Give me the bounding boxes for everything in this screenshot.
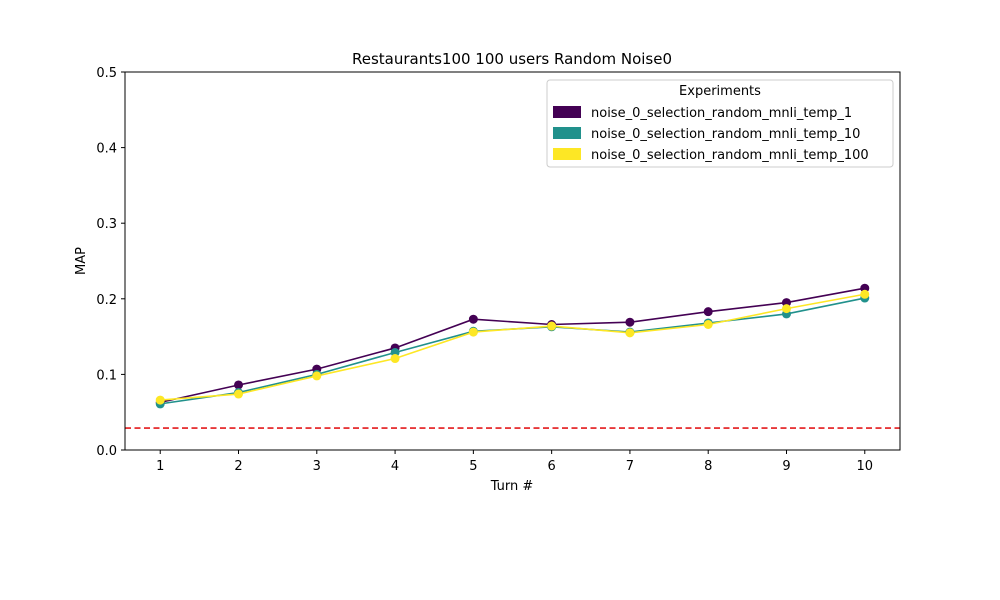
y-axis-label: MAP xyxy=(74,247,89,275)
series-1-point xyxy=(234,380,244,390)
x-tick-label: 6 xyxy=(548,459,556,474)
chart-title: Restaurants100 100 users Random Noise0 xyxy=(352,50,672,68)
series-3-point xyxy=(625,328,635,338)
legend-title: Experiments xyxy=(679,84,761,99)
x-tick-label: 2 xyxy=(234,459,242,474)
x-tick-label: 5 xyxy=(469,459,477,474)
series-3-point xyxy=(390,354,400,364)
y-tick-label: 0.5 xyxy=(96,66,117,81)
x-tick-label: 8 xyxy=(704,459,712,474)
x-tick-label: 10 xyxy=(856,459,873,474)
plot-area: 1 2 3 4 5 6 7 8 9 10 0.0 0.1 0.2 0.3 0.4 0.5 xyxy=(96,66,901,474)
x-tick-label: 1 xyxy=(156,459,164,474)
y-tick-label: 0.0 xyxy=(96,444,117,459)
series-line-1 xyxy=(160,287,865,404)
x-tick-label: 3 xyxy=(313,459,321,474)
legend-entry: noise_0_selection_random_mnli_temp_1 xyxy=(591,106,852,121)
x-tick-label: 7 xyxy=(626,459,634,474)
axes-frame xyxy=(124,71,901,451)
legend-swatch xyxy=(553,106,581,118)
x-tick-label: 4 xyxy=(391,459,399,474)
y-tick-label: 0.2 xyxy=(96,293,117,308)
series-3-point xyxy=(547,321,557,331)
series-3-point xyxy=(781,304,791,314)
series-3-point xyxy=(468,327,478,337)
series-1-point xyxy=(703,307,713,317)
series-1-point xyxy=(468,314,478,324)
series-1-point xyxy=(625,317,635,327)
y-tick-label: 0.4 xyxy=(96,142,117,157)
series-3-point xyxy=(234,389,244,399)
legend: Experiments noise_0_selection_random_mnli… xyxy=(546,79,894,168)
legend-swatch xyxy=(553,148,581,160)
legend-box xyxy=(546,79,894,168)
y-tick-label: 0.1 xyxy=(96,368,117,383)
x-axis-label: Turn # xyxy=(490,479,534,494)
series-3-point xyxy=(312,371,322,381)
legend-entry: noise_0_selection_random_mnli_temp_100 xyxy=(591,148,869,163)
legend-entry: noise_0_selection_random_mnli_temp_10 xyxy=(591,127,860,142)
legend-swatch xyxy=(553,127,581,139)
series-3-point xyxy=(703,320,713,330)
x-tick-label: 9 xyxy=(782,459,790,474)
series-3-point xyxy=(860,289,870,299)
series-line-3 xyxy=(160,293,865,401)
series-3-point xyxy=(155,395,165,405)
y-tick-label: 0.3 xyxy=(96,217,117,232)
